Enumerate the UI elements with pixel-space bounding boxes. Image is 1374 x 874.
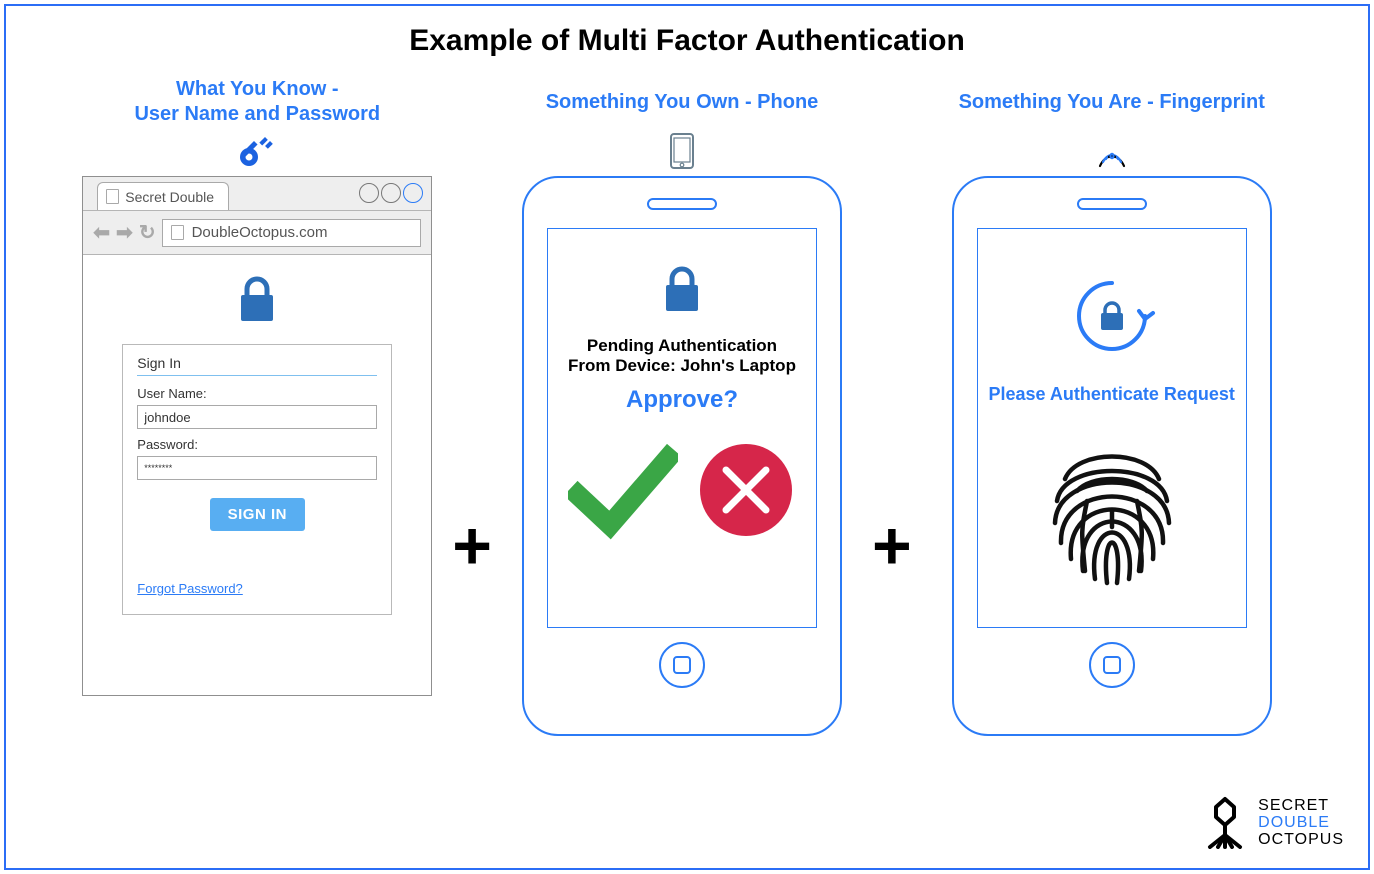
browser-window: Secret Double ⬅ ➡ ↻ DoubleOctopus.com — [82, 176, 432, 696]
browser-body: Sign In User Name: Password: SIGN IN For… — [83, 255, 431, 695]
factor-know-heading-line2: User Name and Password — [134, 103, 380, 125]
reload-icon[interactable]: ↻ — [139, 220, 156, 245]
phone-mock-are: Please Authenticate Request — [952, 176, 1272, 736]
brand-line1: SECRET — [1258, 798, 1344, 815]
phone-small-icon — [669, 132, 695, 170]
phone-speaker — [1077, 198, 1147, 210]
factors-row: What You Know - User Name and Password — [6, 76, 1368, 736]
factor-know-column: What You Know - User Name and Password — [72, 76, 442, 696]
approve-check-icon[interactable] — [568, 440, 678, 545]
fingerprint-small-icon — [1095, 132, 1129, 170]
auth-request-label: Please Authenticate Request — [989, 384, 1235, 405]
approve-deny-row — [568, 440, 796, 545]
fingerprint-large-icon[interactable] — [1037, 431, 1187, 596]
phone-home-inner — [673, 656, 691, 674]
lock-icon — [658, 263, 706, 322]
factor-know-heading: What You Know - User Name and Password — [134, 76, 380, 128]
diagram-title: Example of Multi Factor Authentication — [6, 24, 1368, 58]
brand-text: SECRET DOUBLE OCTOPUS — [1258, 798, 1344, 848]
browser-tab-bar: Secret Double — [83, 177, 431, 211]
window-dot-3[interactable] — [403, 183, 423, 203]
plus-icon-1: + — [452, 512, 492, 580]
url-text: DoubleOctopus.com — [192, 224, 328, 241]
url-bar[interactable]: DoubleOctopus.com — [162, 219, 422, 247]
window-controls — [359, 183, 423, 203]
phone-home-inner — [1103, 656, 1121, 674]
factor-are-heading: Something You Are - Fingerprint — [959, 76, 1265, 128]
signin-form: Sign In User Name: Password: SIGN IN For… — [122, 344, 392, 615]
pending-line-1: Pending Authentication — [587, 336, 777, 356]
window-dot-1[interactable] — [359, 183, 379, 203]
phone-screen-are: Please Authenticate Request — [977, 228, 1247, 628]
username-input[interactable] — [137, 405, 377, 429]
username-label: User Name: — [137, 386, 377, 401]
approve-label: Approve? — [626, 386, 738, 414]
phone-screen-own: Pending Authentication From Device: John… — [547, 228, 817, 628]
url-page-icon — [171, 225, 184, 240]
octopus-icon — [1202, 793, 1248, 854]
pending-line-2: From Device: John's Laptop — [568, 356, 796, 376]
key-icon — [237, 132, 277, 170]
tab-page-icon — [106, 189, 119, 204]
phone-speaker — [647, 198, 717, 210]
browser-toolbar: ⬅ ➡ ↻ DoubleOctopus.com — [83, 211, 431, 255]
forward-icon[interactable]: ➡ — [116, 220, 133, 245]
brand-logo: SECRET DOUBLE OCTOPUS — [1202, 793, 1344, 854]
plus-icon-2: + — [872, 512, 912, 580]
tab-title: Secret Double — [125, 189, 214, 205]
password-label: Password: — [137, 437, 377, 452]
brand-line3: OCTOPUS — [1258, 832, 1344, 849]
factor-own-column: Something You Own - Phone — [502, 76, 862, 736]
deny-cross-icon[interactable] — [696, 440, 796, 545]
forgot-password-link[interactable]: Forgot Password? — [137, 581, 243, 596]
phone-home-button[interactable] — [659, 642, 705, 688]
diagram-frame: Example of Multi Factor Authentication W… — [4, 4, 1370, 870]
factor-are-column: Something You Are - Fingerprint — [922, 76, 1302, 736]
signin-button[interactable]: SIGN IN — [210, 498, 305, 531]
brand-line2: DOUBLE — [1258, 815, 1344, 832]
back-icon[interactable]: ⬅ — [93, 220, 110, 245]
window-dot-2[interactable] — [381, 183, 401, 203]
lock-refresh-icon — [1067, 271, 1157, 366]
factor-know-heading-line1: What You Know - — [176, 78, 339, 100]
password-input[interactable] — [137, 456, 377, 480]
factor-own-heading: Something You Own - Phone — [546, 76, 819, 128]
lock-icon — [235, 275, 279, 330]
phone-mock-own: Pending Authentication From Device: John… — [522, 176, 842, 736]
phone-home-button[interactable] — [1089, 642, 1135, 688]
browser-tab[interactable]: Secret Double — [97, 182, 229, 210]
signin-title: Sign In — [137, 355, 377, 376]
